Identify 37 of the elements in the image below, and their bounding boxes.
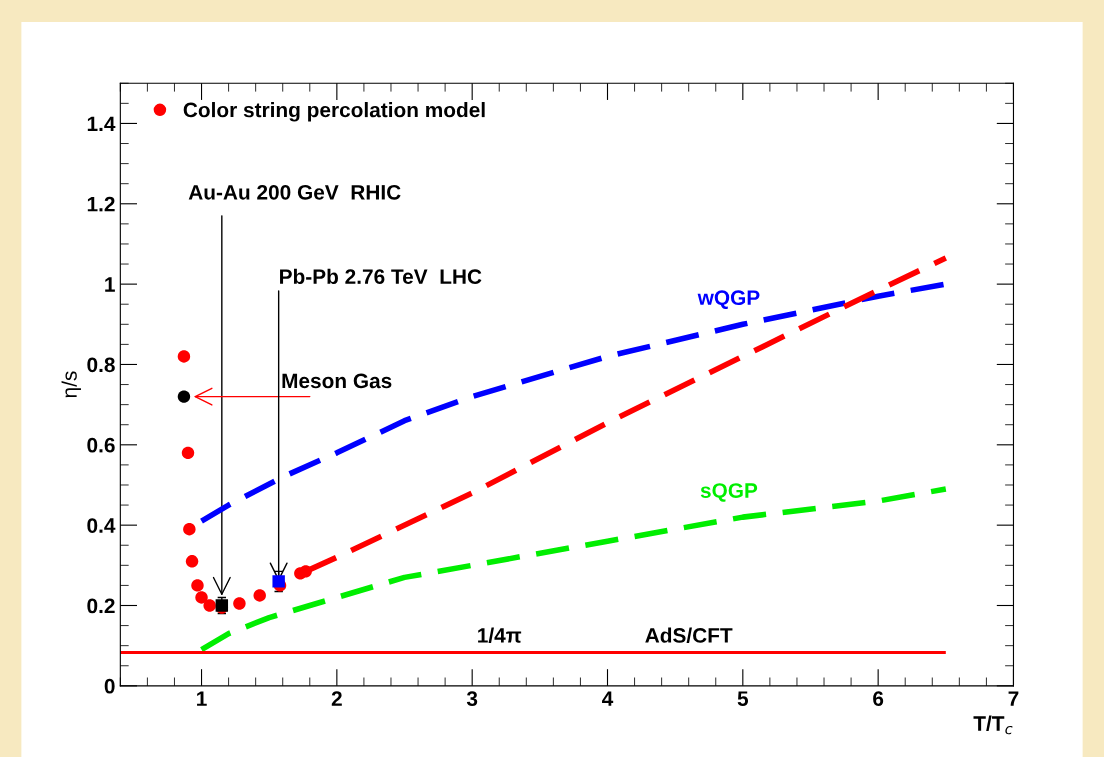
annotation: 1/4π xyxy=(478,627,522,644)
point xyxy=(181,446,195,460)
legend-label: Color string percolation model xyxy=(183,102,485,122)
point xyxy=(272,575,285,588)
point xyxy=(233,597,246,610)
series-label: wQGP xyxy=(697,290,760,309)
y-axis-title: η/s xyxy=(61,371,81,398)
y-tick-label: 1.2 xyxy=(87,196,115,212)
annotation: Pb-Pb 2.76 TeV LHC xyxy=(280,268,482,285)
y-tick-label: 0 xyxy=(104,678,115,694)
x-tick-label: 5 xyxy=(737,691,749,707)
annotation: Au-Au 200 GeV RHIC xyxy=(188,184,401,200)
x-tick-label: 6 xyxy=(873,691,884,707)
point xyxy=(203,599,216,612)
x-tick-label: 7 xyxy=(1008,691,1019,706)
series-label: sQGP xyxy=(700,483,758,502)
point xyxy=(183,522,196,536)
point xyxy=(177,390,191,403)
annotation: AdS/CFT xyxy=(645,627,733,644)
x-axis-title: T/T$_{c}$ xyxy=(973,715,1013,735)
point xyxy=(177,350,191,363)
x-tick-label: 1 xyxy=(197,691,207,706)
y-tick-label: 0.4 xyxy=(87,518,116,533)
point xyxy=(191,579,204,592)
y-tick-label: 0.2 xyxy=(87,598,115,614)
y-tick-label: 0.8 xyxy=(87,357,115,373)
x-tick-label: 2 xyxy=(331,691,342,706)
point xyxy=(195,591,208,604)
y-tick-label: 1.4 xyxy=(87,116,116,131)
annotation: Meson Gas xyxy=(282,373,392,389)
x-tick-label: 3 xyxy=(466,691,478,707)
y-tick-label: 0.6 xyxy=(87,437,115,453)
point xyxy=(253,589,266,602)
point xyxy=(185,555,199,568)
x-tick-label: 4 xyxy=(602,691,614,706)
y-tick-label: 1 xyxy=(105,277,115,292)
point xyxy=(299,565,312,578)
